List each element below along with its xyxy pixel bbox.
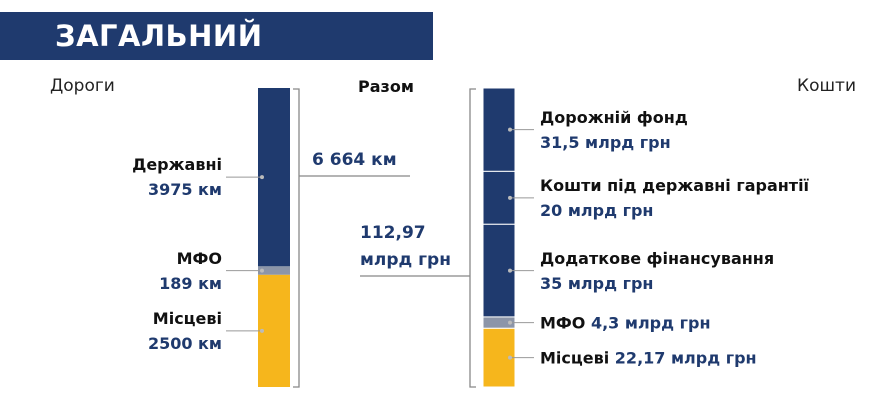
axis-label: Дороги — [50, 76, 115, 96]
total-label: 112,97 млрд грн — [360, 223, 451, 270]
segment-value: 2500 км — [147, 333, 222, 353]
connector-dot — [260, 328, 264, 333]
segment-name: Місцеві — [152, 308, 222, 328]
segment-label: Місцеві 2500 км — [148, 306, 222, 356]
segment-name: Державні — [132, 155, 222, 175]
segment-label: МФО 189 км — [159, 246, 222, 296]
connector-dot — [508, 127, 512, 132]
segment-name: МФО — [540, 313, 586, 333]
segment-label: Додаткове фінансування 35 млрд грн — [540, 246, 774, 296]
connector-dot — [260, 268, 264, 273]
segment-value: 31,5 млрд грн — [540, 132, 671, 152]
total-heading: Разом — [358, 77, 414, 96]
segment-name: Додаткове фінансування — [540, 248, 775, 268]
connector-dot — [508, 268, 512, 273]
axis-label: Кошти — [797, 76, 856, 96]
bracket — [293, 88, 476, 388]
segment-label: Дорожній фонд 31,5 млрд грн — [540, 105, 688, 155]
title: ЗАГАЛЬНИЙ БЮДЖЕТ — [0, 12, 433, 101]
segment-name: МФО — [176, 248, 222, 268]
segment-value: 20 млрд грн — [540, 200, 654, 220]
connector-dot — [508, 355, 512, 360]
connector-dot — [260, 175, 264, 180]
segment-label: Кошти під державні гарантії 20 млрд грн — [540, 173, 809, 223]
total-label: 6 664 км — [312, 150, 397, 170]
segment-value: 3975 км — [147, 180, 222, 200]
segment-value: 189 км — [159, 273, 222, 293]
bracket-right — [469, 88, 476, 388]
bar-segment — [258, 266, 290, 275]
segment-label: Державні 3975 км — [132, 152, 222, 202]
segment-name: Дорожній фонд — [540, 107, 688, 127]
segment-label: МФО 4,3 млрд грн — [540, 310, 711, 335]
segment-value: 22,17 млрд грн — [614, 348, 757, 368]
segment-value: 35 млрд грн — [540, 273, 654, 293]
bracket-left — [293, 88, 300, 388]
segment-label: Місцеві 22,17 млрд грн — [540, 345, 757, 370]
segment-name: Кошти під державні гарантії — [540, 175, 810, 195]
connector-dot — [508, 320, 512, 325]
segment-value: 4,3 млрд грн — [590, 313, 711, 333]
segment-name: Місцеві — [540, 348, 610, 368]
connector-dot — [508, 195, 512, 200]
